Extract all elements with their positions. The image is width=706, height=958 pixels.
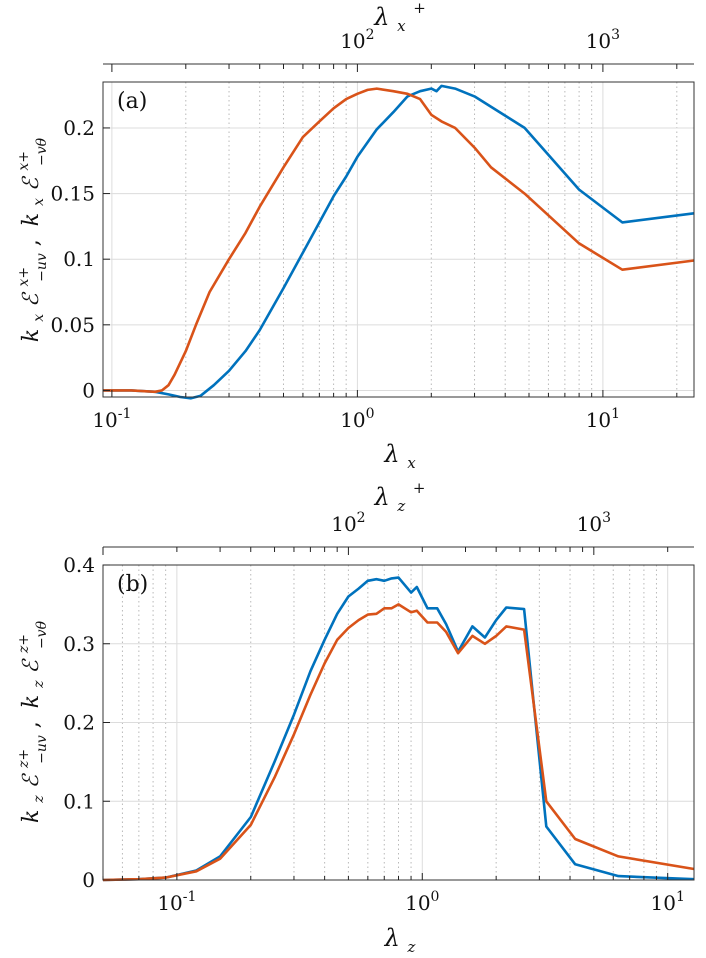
- panel-a: 0 0.05 0.1 0.15 0.2 10-1 100 101 102 103 (a) λ x …: [9, 0, 695, 472]
- y-tick-label: 0.3: [63, 632, 95, 656]
- y-tick-label: 0.05: [50, 313, 95, 337]
- ylabel-ks2: z: [31, 680, 47, 689]
- panel-a-plot-frame: [102, 81, 695, 398]
- ylabel-E1: ℰ: [19, 291, 44, 307]
- top-xlabel-sub: x: [397, 17, 406, 35]
- ylabel-sub2: −vθ: [34, 620, 50, 649]
- ylabel-sup1: x+: [16, 267, 32, 287]
- y-tick-label: 0.15: [50, 182, 95, 206]
- x-tick-label: 10-1: [92, 406, 131, 432]
- ylabel-sub2: −vθ: [34, 137, 50, 166]
- x-tick-label: 100: [405, 889, 439, 915]
- x-tick-label: 10-1: [157, 889, 196, 915]
- top-xlabel-base: λ: [373, 3, 389, 31]
- y-tick-label: 0.1: [63, 789, 95, 813]
- ylabel-k1: k: [19, 810, 44, 823]
- top-tick-label: 102: [340, 27, 374, 53]
- ylabel-ks1: z: [31, 795, 47, 804]
- ylabel-sep: ,: [19, 721, 44, 728]
- ylabel-sup1: z+: [16, 749, 32, 769]
- panel-b-grid: [102, 564, 694, 881]
- panel-b-top-xlabel: λ z +: [374, 479, 426, 517]
- ylabel-sub1: −uv: [34, 735, 50, 764]
- y-tick-label: 0: [82, 378, 95, 402]
- xlabel-base: λ: [384, 924, 400, 952]
- top-xlabel-sup: +: [413, 0, 426, 17]
- x-tick-label: 101: [586, 406, 620, 432]
- panel-b-ylabel: k z ℰ z+ −uv , k z ℰ z+ −vθ: [9, 620, 52, 823]
- x-tick-label: 100: [340, 406, 374, 432]
- xlabel-base: λ: [383, 440, 399, 468]
- top-tick-label: 102: [331, 510, 365, 536]
- panel-a-label: (a): [117, 89, 147, 114]
- y-tick-label: 0: [82, 868, 95, 892]
- ylabel-sup2: x+: [16, 151, 32, 171]
- panel-b-label: (b): [117, 572, 148, 597]
- panel-b-series: [102, 576, 695, 882]
- panel-a-grid: [103, 82, 694, 397]
- y-tick-label: 0.4: [63, 553, 95, 577]
- ylabel-E1: ℰ: [19, 772, 44, 788]
- top-tick-label: 103: [586, 27, 620, 53]
- panel-a-tick-labels: 0 0.05 0.1 0.15 0.2 10-1 100 101 102 103: [50, 27, 620, 432]
- panel-a-xlabel: λ x: [383, 440, 416, 472]
- ylabel-sub1: −uv: [34, 253, 50, 282]
- ylabel-sep: ,: [19, 239, 44, 246]
- series-line-uv: [103, 84, 695, 400]
- top-xlabel-sub: z: [396, 497, 405, 515]
- ylabel-k2: k: [19, 695, 44, 708]
- y-tick-label: 0.2: [63, 711, 95, 735]
- top-xlabel-base: λ: [374, 483, 390, 511]
- xlabel-sub: z: [406, 938, 415, 956]
- ylabel-E2: ℰ: [19, 175, 44, 191]
- ylabel-E2: ℰ: [19, 657, 44, 673]
- panel-a-ylabel: k x ℰ x+ −uv , k x ℰ x+ −vθ: [9, 137, 52, 342]
- y-tick-label: 0.1: [63, 247, 95, 271]
- top-xlabel-sup: +: [413, 479, 426, 497]
- series-line-vtheta: [102, 603, 695, 882]
- panel-b-xlabel: λ z: [384, 924, 416, 956]
- panel-b-ticks: [102, 547, 669, 881]
- series-line-uv: [102, 576, 695, 882]
- ylabel-ks2: x: [31, 198, 47, 206]
- panel-b-tick-labels: 0 0.1 0.2 0.3 0.4 10-1 100 101 102 103: [63, 510, 685, 915]
- series-line-vtheta: [103, 87, 695, 394]
- panel-a-top-xlabel: λ x +: [373, 0, 426, 37]
- ylabel-ks1: x: [31, 314, 47, 322]
- ylabel-sup2: z+: [16, 634, 32, 654]
- xlabel-sub: x: [407, 454, 416, 472]
- y-tick-label: 0.2: [63, 116, 95, 140]
- x-tick-label: 101: [651, 889, 685, 915]
- top-tick-label: 103: [577, 510, 611, 536]
- panel-a-ticks: [103, 64, 678, 397]
- panel-a-series: [103, 84, 695, 400]
- ylabel-k1: k: [19, 329, 44, 342]
- ylabel-k2: k: [19, 213, 44, 226]
